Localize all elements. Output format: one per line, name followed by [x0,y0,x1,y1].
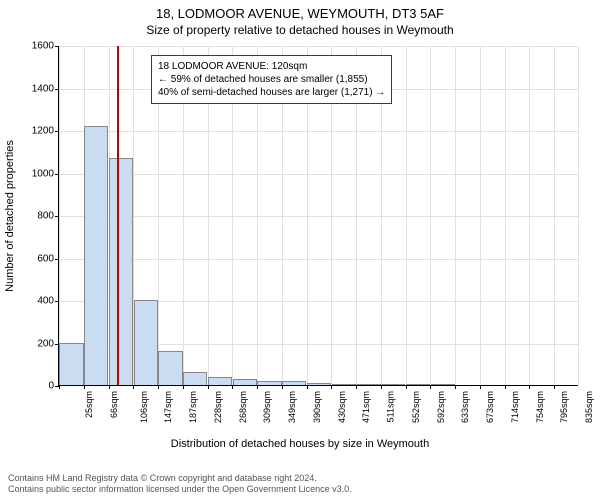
histogram-bar [431,384,455,385]
histogram-bar [332,384,356,385]
annotation-line: ← 59% of detached houses are smaller (1,… [158,73,385,86]
x-tick-label: 430sqm [337,391,347,423]
x-tick-label: 25sqm [84,391,94,418]
chart-title: 18, LODMOOR AVENUE, WEYMOUTH, DT3 5AF [0,0,600,21]
x-tick-label: 754sqm [535,391,545,423]
histogram-bar [307,383,331,385]
chart-subtitle: Size of property relative to detached ho… [0,21,600,37]
histogram-bar [134,300,158,385]
property-marker-line [117,46,119,385]
histogram-bar [109,158,133,385]
x-tick-label: 471sqm [361,391,371,423]
histogram-bar [183,372,207,385]
footer-line-1: Contains HM Land Registry data © Crown c… [8,473,352,485]
histogram-bar [356,384,380,385]
x-tick-label: 795sqm [560,391,570,423]
y-axis-label: Number of detached properties [4,140,16,292]
x-tick-label: 633sqm [460,391,470,423]
x-tick-label: 66sqm [109,391,119,418]
x-tick-label: 309sqm [262,391,272,423]
x-tick-label: 592sqm [436,391,446,423]
x-axis-label: Distribution of detached houses by size … [0,438,600,450]
x-tick-label: 673sqm [485,391,495,423]
histogram-bar [406,384,430,385]
x-tick-label: 147sqm [163,391,173,423]
plot-area: 0200400600800100012001400160025sqm66sqm1… [58,46,578,386]
annotation-line: 40% of semi-detached houses are larger (… [158,86,385,99]
x-tick-label: 187sqm [188,391,198,423]
histogram-bar [59,343,83,386]
annotation-box: 18 LODMOOR AVENUE: 120sqm← 59% of detach… [151,55,392,104]
histogram-bar [158,351,182,385]
x-tick-label: 714sqm [510,391,520,423]
x-tick-label: 390sqm [312,391,322,423]
x-tick-label: 106sqm [139,391,149,423]
footer-attribution: Contains HM Land Registry data © Crown c… [8,473,352,496]
chart-container: 18, LODMOOR AVENUE, WEYMOUTH, DT3 5AF Si… [0,0,600,500]
x-tick-label: 228sqm [213,391,223,423]
x-tick-label: 552sqm [411,391,421,423]
x-tick-label: 268sqm [238,391,248,423]
x-tick-label: 835sqm [584,391,594,423]
histogram-bar [233,379,257,385]
histogram-bar [381,384,405,385]
histogram-bar [257,381,281,385]
histogram-bar [208,377,232,386]
footer-line-2: Contains public sector information licen… [8,484,352,496]
x-tick-label: 511sqm [386,391,396,422]
histogram-bar [84,126,108,385]
annotation-line: 18 LODMOOR AVENUE: 120sqm [158,60,385,73]
histogram-bar [282,381,306,385]
x-tick-label: 349sqm [287,391,297,423]
